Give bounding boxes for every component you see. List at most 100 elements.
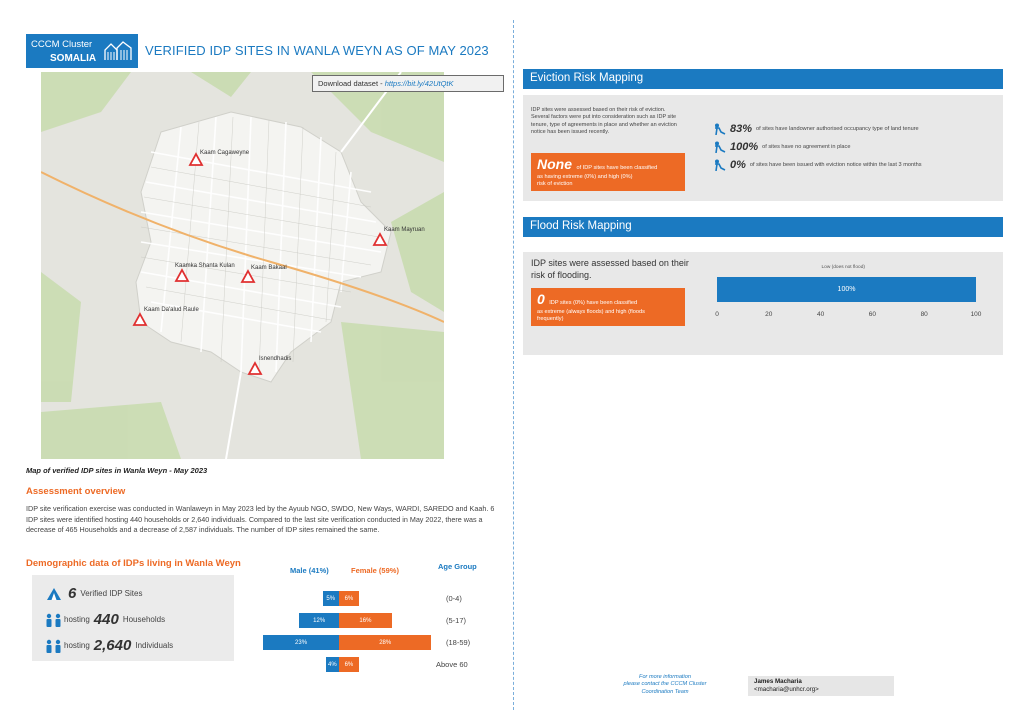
none-text: risk of eviction	[537, 181, 573, 188]
individuals-value: 2,640	[93, 637, 132, 654]
male-bar: 12%	[299, 613, 339, 628]
hosting-label: hosting	[64, 615, 90, 624]
zero-text: frequently)	[537, 316, 564, 323]
camp-icon	[47, 587, 61, 600]
flood-text: IDP sites were assessed based on their r…	[531, 258, 689, 280]
age-group: (0-4)	[446, 594, 462, 603]
footer-note-line: Coordination Team	[641, 688, 689, 695]
eviction-stat: 83% of sites have landowner authorised o…	[713, 123, 919, 135]
individuals-label: Individuals	[135, 641, 174, 650]
site-label: Kaam Da'alud Raule	[144, 307, 199, 313]
people-icon	[46, 639, 61, 653]
age-group: (5-17)	[446, 616, 467, 625]
age-group-label: Age Group	[438, 562, 477, 571]
site-markers	[132, 152, 388, 375]
site-marker-icon	[372, 232, 388, 246]
male-label: Male (41%)	[290, 566, 329, 575]
site-label: Kaamka Shanta Kulan	[175, 263, 235, 269]
age-group: (18-59)	[446, 638, 471, 647]
eviction-icon	[715, 159, 726, 171]
age-group: Above 60	[436, 660, 468, 669]
x-tick-label: 20	[765, 311, 773, 318]
download-dataset-box[interactable]: Download dataset - https://bit.ly/42UtQt…	[312, 75, 504, 92]
contact-name: James Macharia	[754, 678, 802, 685]
footer-note: For more information please contact the …	[610, 674, 720, 696]
contact-box: James Macharia <macharia@unhcr.org>	[748, 676, 894, 696]
download-link[interactable]: https://bit.ly/42UtQtK	[384, 79, 454, 88]
flood-heading: Flood Risk Mapping	[523, 217, 1003, 237]
site-marker-icon	[247, 361, 263, 375]
eviction-stat-text: of sites have no agreement in place	[762, 144, 851, 150]
none-text: as having extreme (0%) and high (0%)	[537, 174, 633, 180]
assessment-heading: Assessment overview	[26, 486, 126, 497]
main-road	[41, 171, 444, 323]
hosting-label: hosting	[64, 641, 90, 650]
zero-text: as extreme (always floods) and high (flo…	[537, 309, 645, 315]
x-tick-label: 60	[868, 311, 877, 318]
site-marker-icon	[240, 269, 256, 283]
shelter-logo-icon	[104, 41, 132, 60]
site-marker-icon	[132, 312, 148, 326]
x-tick-label: 100	[970, 311, 982, 318]
female-label: Female (59%)	[351, 566, 399, 575]
flood-chart-title: Low (does not flood)	[821, 265, 865, 270]
eviction-heading: Eviction Risk Mapping	[523, 69, 1003, 89]
none-text: of IDP sites have been classified	[576, 165, 658, 171]
page-divider	[513, 20, 514, 710]
demographics-heading: Demographic data of IDPs living in Wanla…	[26, 558, 241, 569]
vegetation-areas	[41, 72, 444, 459]
households-label: Households	[122, 615, 166, 624]
individuals-stat: hosting 2,640 Individuals	[44, 637, 173, 654]
x-tick-label: 40	[816, 311, 825, 318]
eviction-pct: 0%	[730, 159, 746, 171]
x-tick-label: 80	[920, 311, 928, 318]
site-label: Kaam Bakaal	[251, 265, 287, 271]
south-road	[225, 371, 242, 459]
eviction-stat-text: of sites have been issued with eviction …	[749, 162, 922, 168]
households-value: 440	[93, 611, 119, 628]
map-canvas	[41, 72, 444, 459]
female-bar: 28%	[339, 635, 432, 650]
site-label: Kaam Cagaweyne	[200, 150, 250, 156]
logo-line2: SOMALIA	[50, 53, 97, 64]
cccm-logo: CCCM Cluster SOMALIA	[26, 34, 138, 68]
site-marker-icon	[174, 268, 190, 282]
eviction-icon	[715, 141, 726, 153]
contact-email[interactable]: <macharia@unhcr.org>	[754, 686, 819, 693]
idp-sites-map[interactable]: Kaam Cagaweyne Kaam Mayruan Kaamka Shant…	[41, 72, 444, 459]
eviction-stat-text: of sites have landowner authorised occup…	[756, 126, 919, 132]
site-marker-icon	[188, 152, 204, 166]
male-bar: 23%	[263, 635, 339, 650]
flood-panel: IDP sites were assessed based on their r…	[523, 252, 1003, 355]
site-label: Isnendhadis	[259, 356, 292, 362]
eviction-none-box: None of IDP sites have been classified a…	[531, 153, 685, 191]
zero-value: 0	[537, 291, 545, 307]
x-tick-label: 0	[715, 311, 719, 318]
download-label: Download dataset -	[318, 79, 385, 88]
street-grid	[140, 116, 382, 373]
eviction-icon	[715, 123, 726, 135]
assessment-text: IDP site verification exercise was condu…	[26, 504, 495, 535]
eviction-stat: 0% of sites have been issued with evicti…	[713, 159, 922, 171]
page-title: VERIFIED IDP SITES IN WANLA WEYN AS OF M…	[145, 43, 489, 58]
male-bar: 4%	[325, 657, 339, 672]
households-stat: hosting 440 Households	[44, 611, 165, 628]
eviction-panel: IDP sites were assessed based on their r…	[523, 95, 1003, 201]
idp-stats-box: 6 Verified IDP Sites hosting 440 Househo…	[32, 575, 234, 661]
flood-zero-box: 0 IDP sites (0%) have been classified as…	[531, 288, 685, 326]
map-caption: Map of verified IDP sites in Wanla Weyn …	[26, 466, 208, 475]
sites-value: 6	[68, 585, 77, 602]
female-bar: 6%	[339, 657, 359, 672]
site-label: Kaam Mayruan	[384, 227, 425, 233]
footer-note-line: please contact the CCCM Cluster	[623, 681, 707, 688]
eviction-text: IDP sites were assessed based on their r…	[531, 107, 677, 135]
zero-text: IDP sites (0%) have been classified	[549, 300, 638, 306]
none-value: None	[537, 156, 572, 172]
sites-label: Verified IDP Sites	[80, 589, 143, 598]
people-icon	[46, 613, 61, 627]
eviction-stat: 100% of sites have no agreement in place	[713, 141, 850, 153]
male-bar: 5%	[322, 591, 339, 606]
logo-line1: CCCM Cluster	[31, 39, 93, 50]
eviction-pct: 100%	[730, 141, 759, 153]
flood-bar: 100%	[717, 277, 976, 302]
